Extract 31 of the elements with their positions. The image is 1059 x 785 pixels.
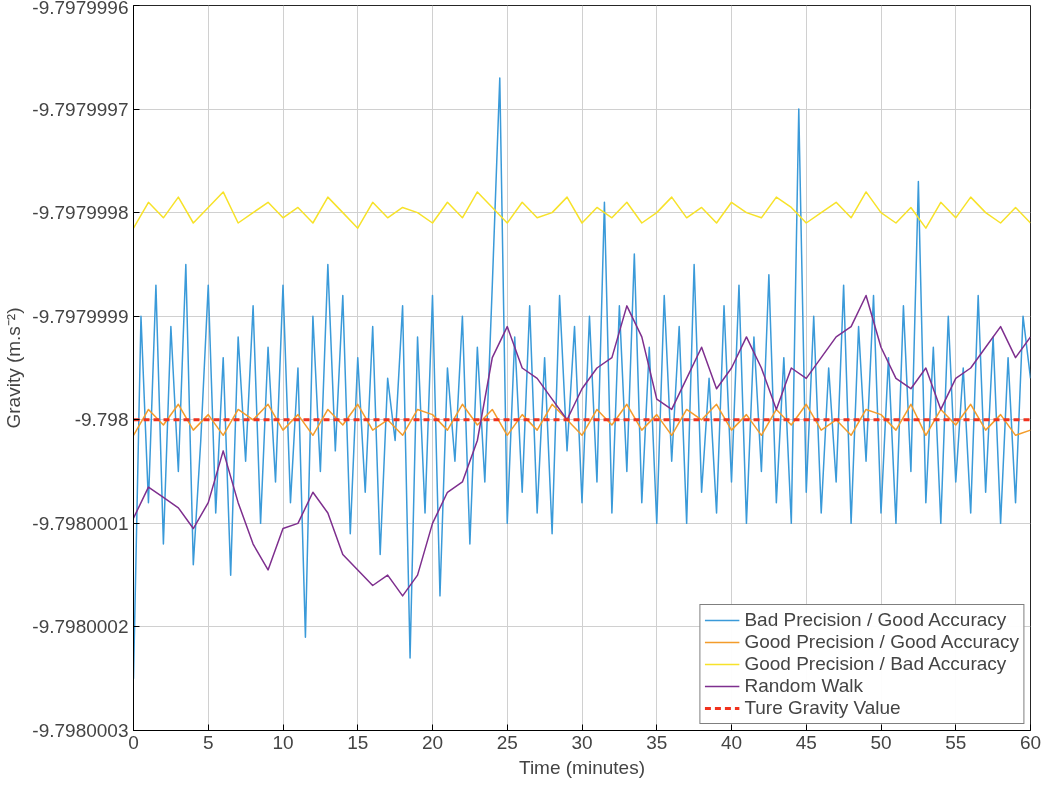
y-tick-label: -9.7979997 (32, 98, 129, 120)
line-series (133, 191, 1031, 229)
y-tick-label: -9.7979999 (32, 305, 129, 327)
line-series (133, 294, 1031, 597)
y-tick-label: -9.7980002 (32, 616, 129, 638)
legend-label: Ture Gravity Value (744, 697, 901, 719)
x-axis-title: Time (minutes) (519, 756, 645, 778)
y-axis-title: Gravity (m.s⁻²) (3, 307, 25, 429)
legend-label: Bad Precision / Good Accuracy (744, 609, 1007, 631)
x-tick-label: 35 (646, 731, 668, 753)
y-tick-label: -9.7979996 (32, 0, 129, 18)
y-tick-label: -9.7979998 (32, 202, 129, 224)
x-tick-label: 45 (795, 731, 817, 753)
x-tick-label: 60 (1019, 731, 1042, 753)
x-tick-label: 5 (202, 731, 214, 753)
x-tick-label: 0 (128, 731, 139, 753)
x-tick-label: 55 (945, 731, 967, 753)
x-tick-label: 25 (496, 731, 518, 753)
x-tick-label: 15 (347, 731, 369, 753)
y-tick-label: -9.7980003 (32, 720, 129, 741)
x-tick-label: 10 (272, 731, 294, 753)
x-tick-label: 40 (720, 731, 743, 753)
x-tick-label: 20 (421, 731, 444, 753)
line-series (133, 403, 1031, 437)
legend-label: Good Precision / Good Accuracy (744, 631, 1019, 653)
y-tick-label: -9.7980001 (32, 512, 129, 534)
legend-label: Random Walk (744, 675, 864, 697)
x-tick-label: 30 (571, 731, 593, 753)
y-tick-label: -9.798 (74, 409, 129, 431)
legend-label: Good Precision / Bad Accuracy (744, 653, 1007, 675)
x-tick-label: 50 (870, 731, 892, 753)
